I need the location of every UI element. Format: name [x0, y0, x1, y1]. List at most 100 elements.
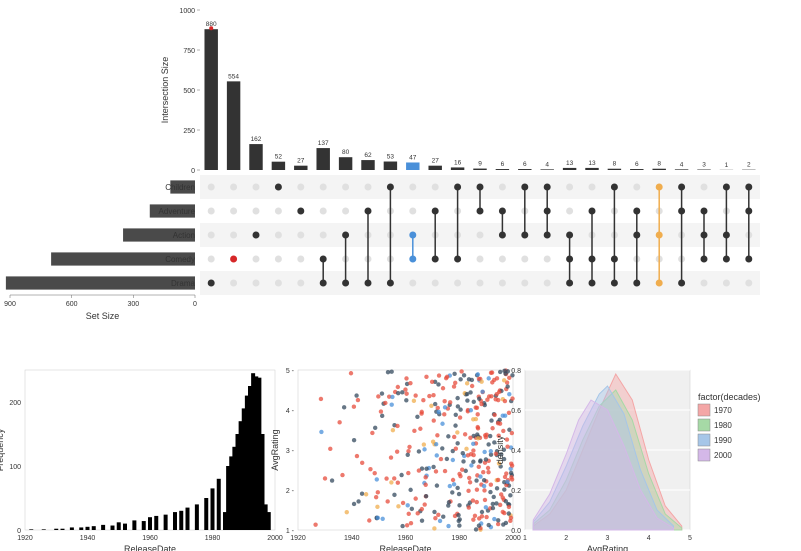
scatter-point: [452, 372, 456, 376]
scatter-point: [404, 392, 408, 396]
scatter-point: [436, 513, 440, 517]
scatter-point: [492, 517, 496, 521]
scatter-point: [474, 527, 478, 531]
scatter-point: [431, 440, 435, 444]
scatter-point: [422, 442, 426, 446]
intersection-bar: [540, 169, 553, 170]
scatter-point: [441, 515, 445, 519]
scatter-point: [496, 522, 500, 526]
hist-bar: [179, 511, 183, 530]
scatter-point: [445, 375, 449, 379]
scatter-point: [408, 488, 412, 492]
matrix-dot: [297, 232, 304, 239]
svg-text:0.4: 0.4: [511, 448, 521, 455]
scatter-point: [505, 437, 509, 441]
scatter-point: [475, 500, 479, 504]
scatter-point: [442, 412, 446, 416]
matrix-dot: [320, 232, 327, 239]
intersection-bar: [675, 169, 688, 170]
intersection-bar: [608, 169, 621, 170]
scatter-point: [415, 415, 419, 419]
scatter-point: [483, 498, 487, 502]
svg-text:1960: 1960: [142, 535, 158, 542]
matrix-dot: [409, 184, 416, 191]
scatter-point: [453, 381, 457, 385]
scatter-point: [502, 487, 506, 491]
svg-text:27: 27: [297, 158, 305, 165]
matrix-dot: [253, 184, 260, 191]
scatter-point: [496, 421, 500, 425]
scatter-point: [452, 384, 456, 388]
svg-text:Frequency: Frequency: [0, 428, 5, 471]
svg-text:52: 52: [275, 154, 283, 161]
scatter-point: [356, 499, 360, 503]
svg-text:4: 4: [647, 535, 651, 542]
scatter-point: [489, 449, 493, 453]
scatter-point: [496, 518, 500, 522]
hist-bar: [173, 512, 177, 530]
scatter-point: [474, 478, 478, 482]
scatter-point: [437, 373, 441, 377]
scatter-point: [356, 398, 360, 402]
scatter-point: [435, 433, 439, 437]
scatter-point: [476, 412, 480, 416]
hist-bar: [111, 526, 115, 530]
scatter-point: [399, 473, 403, 477]
scatter-point: [450, 490, 454, 494]
matrix-dot: [230, 184, 237, 191]
matrix-dot: [745, 280, 752, 287]
svg-text:2000: 2000: [267, 535, 283, 542]
hist-bar: [117, 522, 121, 530]
hist-bar: [70, 527, 74, 530]
svg-text:200: 200: [9, 400, 21, 407]
scatter-point: [501, 429, 505, 433]
svg-text:AvgRating: AvgRating: [270, 429, 280, 470]
svg-text:27: 27: [432, 158, 440, 165]
hist-bar: [54, 529, 58, 530]
svg-text:162: 162: [251, 136, 262, 143]
scatter-point: [337, 420, 341, 424]
scatter-point: [486, 466, 490, 470]
svg-text:6: 6: [635, 161, 639, 168]
matrix-dot: [275, 232, 282, 239]
svg-text:3: 3: [702, 162, 706, 169]
scatter-point: [437, 410, 441, 414]
scatter-point: [453, 423, 457, 427]
matrix-dot: [253, 208, 260, 215]
svg-text:1: 1: [725, 162, 729, 169]
scatter-point: [484, 515, 488, 519]
svg-text:2000: 2000: [505, 535, 521, 542]
matrix-dot: [208, 256, 215, 263]
scatter-point: [506, 369, 510, 373]
scatter-point: [430, 380, 434, 384]
scatter-point: [424, 375, 428, 379]
matrix-row-label: Adventure: [159, 207, 196, 216]
svg-text:0: 0: [17, 528, 21, 535]
scatter-point: [395, 449, 399, 453]
scatter-point: [435, 483, 439, 487]
scatter-point: [484, 435, 488, 439]
scatter-point: [465, 381, 469, 385]
scatter-point: [509, 471, 513, 475]
matrix-dot: [320, 208, 327, 215]
scatter-point: [370, 431, 374, 435]
matrix-dot: [409, 280, 416, 287]
matrix-row-label: Comedy: [165, 255, 195, 264]
scatter-point: [488, 434, 492, 438]
scatter-point: [487, 376, 491, 380]
svg-text:ReleaseDate: ReleaseDate: [124, 544, 176, 551]
scatter-point: [352, 502, 356, 506]
intersection-bar: [451, 167, 464, 170]
scatter-point: [471, 442, 475, 446]
legend-label: 1970: [714, 406, 732, 415]
scatter-point: [420, 518, 424, 522]
scatter-point: [489, 418, 493, 422]
hist-bar: [101, 525, 105, 530]
scatter-point: [380, 414, 384, 418]
svg-text:5 -: 5 -: [286, 368, 295, 375]
scatter-point: [482, 450, 486, 454]
scatter-point: [319, 430, 323, 434]
scatter-point: [454, 447, 458, 451]
scatter-point: [373, 471, 377, 475]
svg-text:1980: 1980: [205, 535, 221, 542]
